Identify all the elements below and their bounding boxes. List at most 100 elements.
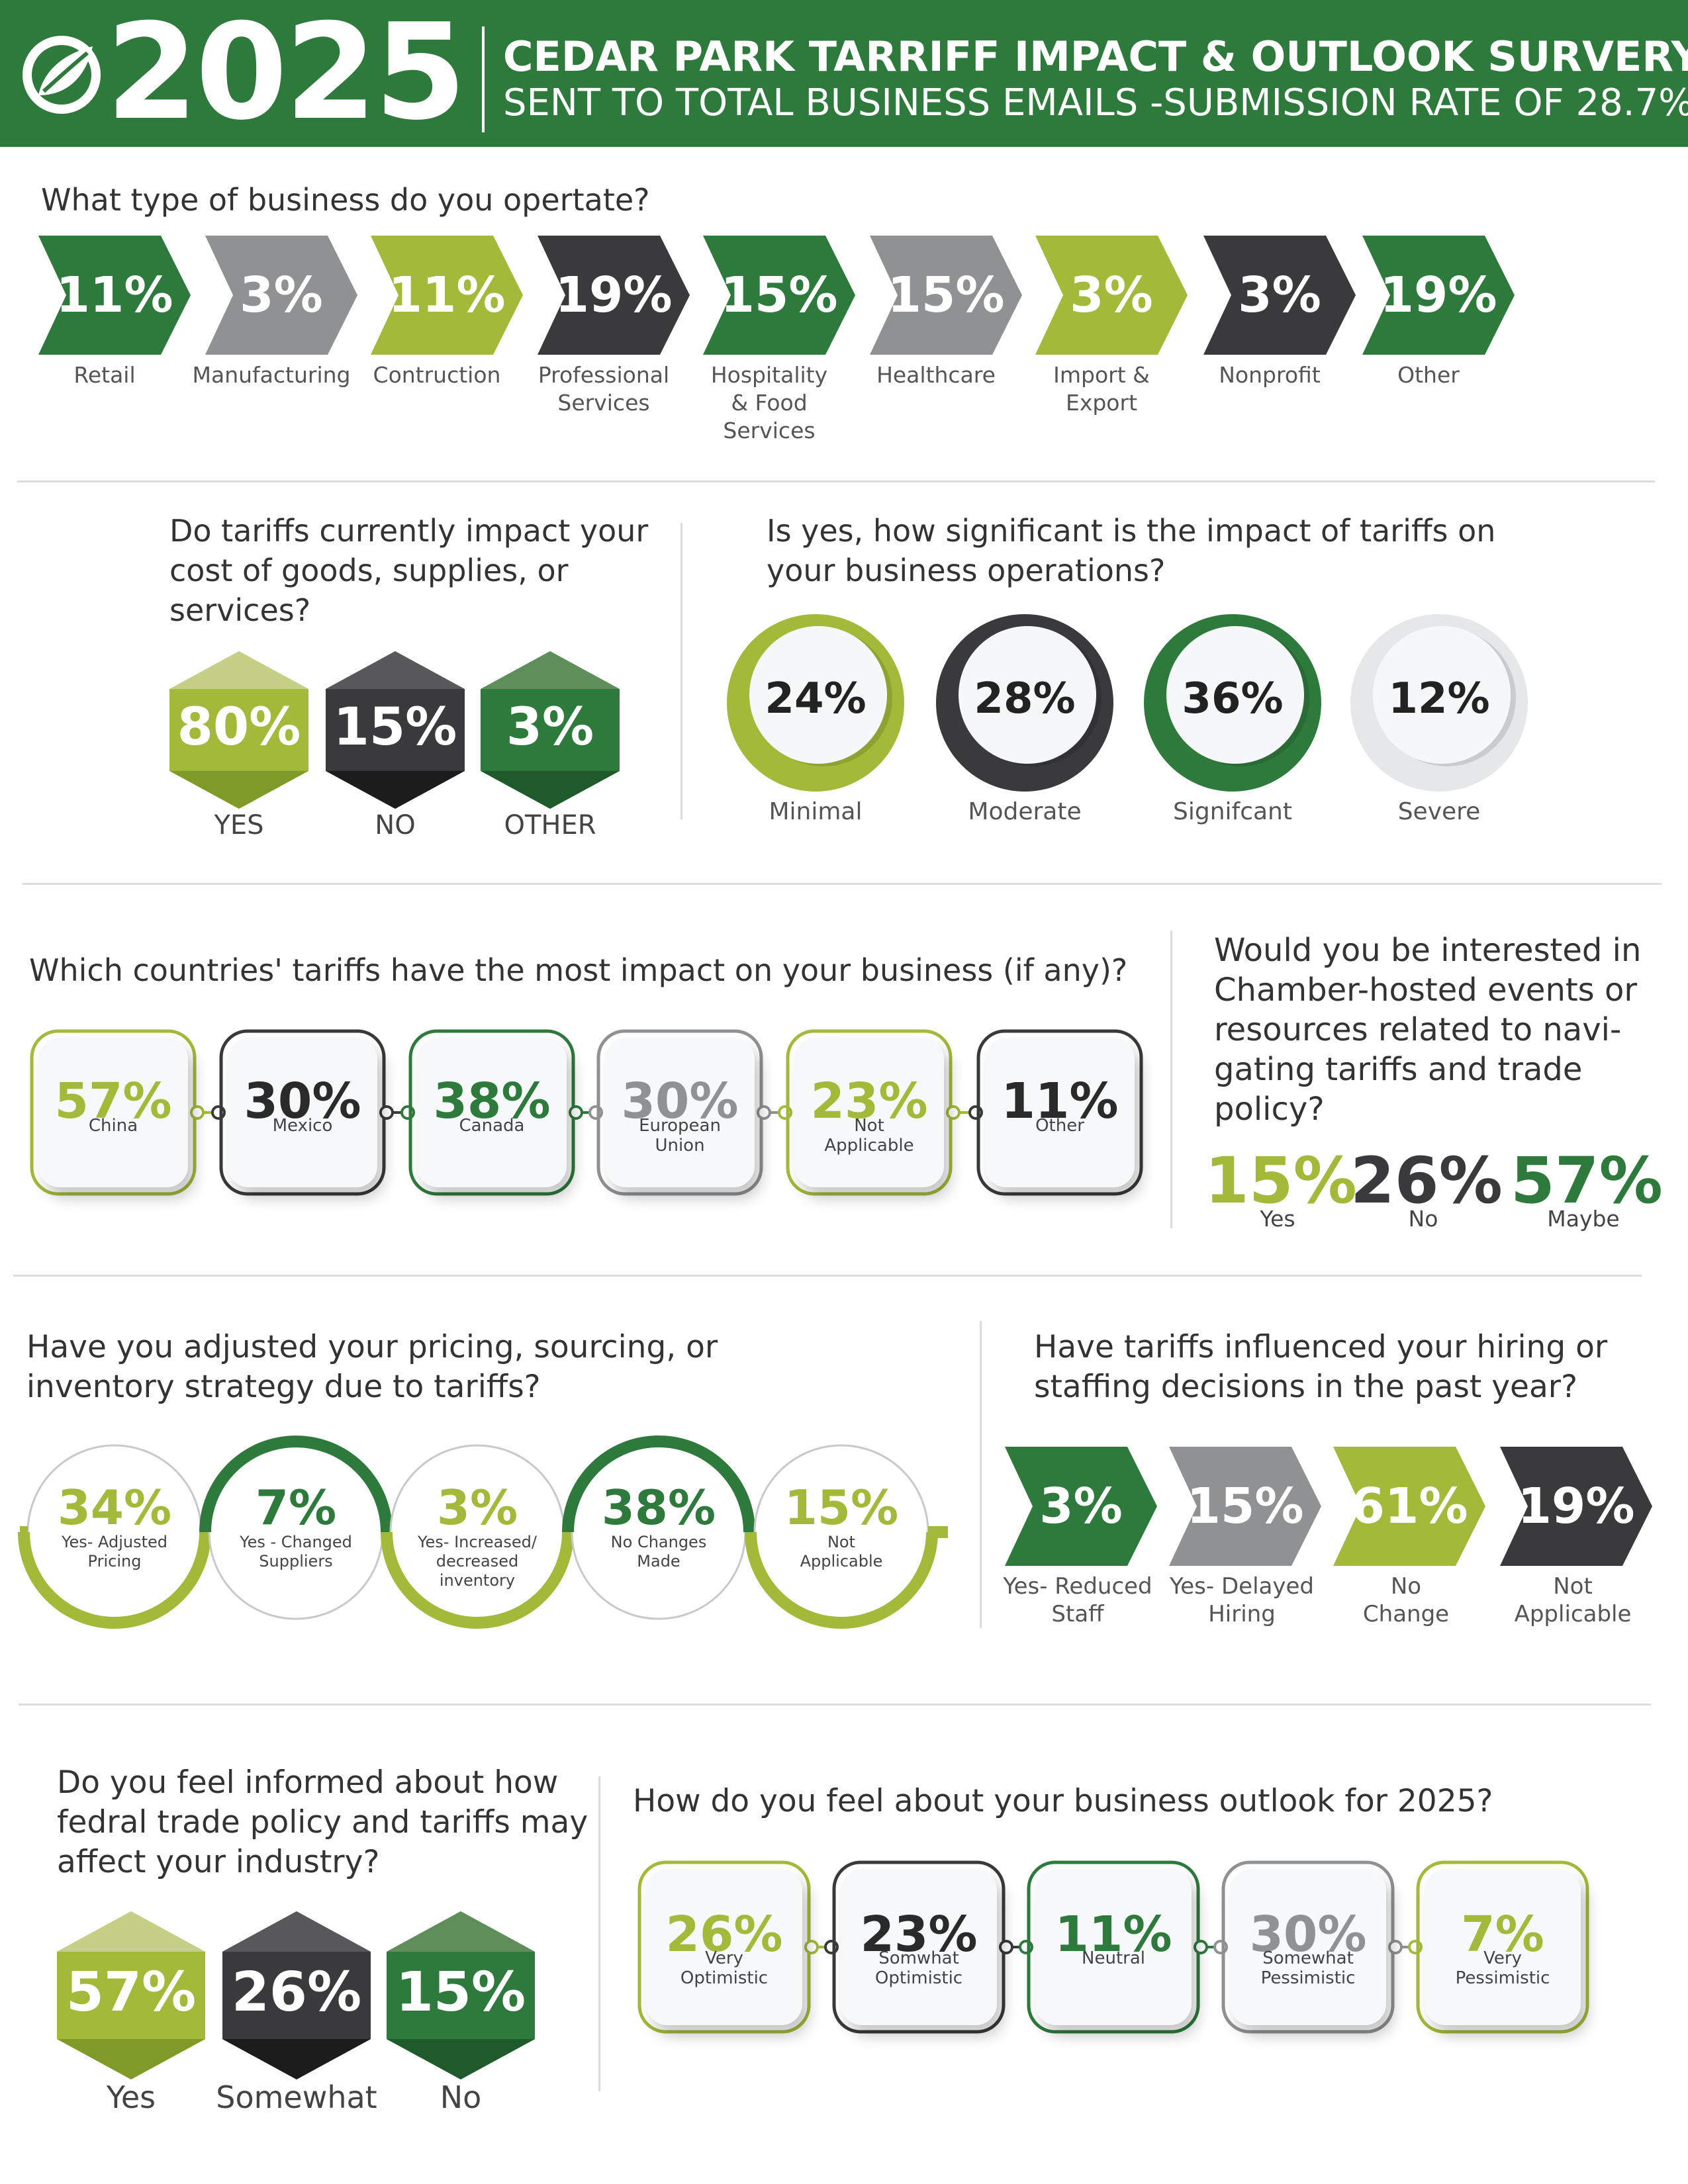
strategy-value: 34%	[57, 1480, 172, 1535]
cost-label: NO	[375, 810, 416, 841]
countries-card-frame	[976, 1029, 1143, 1196]
countries-value: 11%	[1001, 1073, 1119, 1130]
ring-shape-icon	[1144, 614, 1321, 792]
significance-ring-moderate: 28%	[935, 613, 1115, 793]
business-type-label: Import & Export	[1053, 362, 1150, 416]
outlook-connector-dot	[804, 1940, 819, 1954]
countries-question: Which countries' tariffs have the most i…	[29, 952, 1128, 988]
countries-value: 38%	[433, 1073, 551, 1130]
outlook-card-very-optimistic: 26% Very Optimistic	[646, 1869, 802, 2025]
business-type-question: What type of business do you opertate?	[41, 182, 650, 218]
outlook-card-neutral: 11% Neutral	[1035, 1869, 1192, 2025]
ring-shape-icon	[727, 614, 904, 792]
significance-question: Is yes, how significant is the impact of…	[767, 513, 1496, 588]
informed-value: 57%	[66, 1961, 197, 2025]
header-banner: 2025 CEDAR PARK TARRIFF IMPACT & OUTLOOK…	[0, 0, 1688, 147]
outlook-label: Somewhat Pessimistic	[1260, 1948, 1356, 1989]
countries-value: 23%	[810, 1073, 928, 1130]
cost-hexagon-no: 15%	[326, 651, 465, 809]
countries-label: China	[88, 1115, 138, 1136]
hiring-chevron-not-applicable: 19%	[1500, 1447, 1652, 1566]
business-type-label: Healthcare	[876, 362, 996, 388]
hiring-value: 15%	[1186, 1478, 1304, 1535]
informed-label: Yes	[106, 2079, 156, 2115]
business-type-label: Professional Services	[538, 362, 670, 416]
events-label: Maybe	[1547, 1206, 1620, 1232]
informed-value: 15%	[395, 1961, 526, 2025]
chevron-shape-icon	[1500, 1447, 1652, 1566]
strategy-label: Yes - Changed Suppliers	[240, 1533, 352, 1570]
strategy-value: 3%	[436, 1480, 518, 1535]
outlook-connector-dot	[999, 1940, 1013, 1954]
chevron-shape-icon	[870, 236, 1022, 355]
countries-label: European Union	[639, 1115, 721, 1156]
vertical-divider	[680, 523, 682, 819]
chevron-shape-icon	[1169, 1447, 1321, 1566]
business-type-value: 11%	[388, 267, 506, 324]
hiring-value: 19%	[1517, 1478, 1635, 1535]
cost-label: OTHER	[504, 810, 596, 841]
business-type-label: Retail	[73, 362, 136, 388]
business-type-value: 3%	[240, 267, 323, 324]
informed-hexagon-no: 15%	[387, 1911, 535, 2079]
strategy-circle-yes-changed-suppliers: 7% Yes - Changed Suppliers	[209, 1445, 383, 1619]
business-type-label: Nonprofit	[1219, 362, 1321, 388]
strategy-highlight-arc	[18, 1531, 211, 1629]
strategy-circle-yes-increased-decreased-inventory: 3% Yes- Increased/ decreased inventory	[391, 1445, 564, 1619]
chevron-shape-icon	[1333, 1447, 1485, 1566]
outlook-card-very-pessimistic: 7% Very Pessimistic	[1425, 1869, 1581, 2025]
business-type-chevron-professional-services: 19%	[538, 236, 690, 355]
events-label: No	[1408, 1206, 1438, 1232]
countries-card-china: 57% China	[38, 1038, 188, 1187]
hiring-chevron-no-change: 61%	[1333, 1447, 1485, 1566]
hiring-value: 61%	[1350, 1478, 1468, 1535]
cost-impact-question: Do tariffs currently impact your cost of…	[169, 513, 649, 628]
cost-value: 3%	[506, 697, 594, 757]
business-type-chevron-import-export: 3%	[1035, 236, 1188, 355]
hiring-chevron-yes-reduced-staff: 3%	[1005, 1447, 1157, 1566]
outlook-label: Very Optimistic	[680, 1948, 769, 1989]
informed-hexagon-yes: 57%	[57, 1911, 205, 2079]
hiring-value: 3%	[1039, 1478, 1123, 1535]
significance-label: Minimal	[769, 798, 863, 825]
significance-value: 12%	[1388, 674, 1490, 723]
outlook-connector-dot	[1194, 1940, 1208, 1954]
countries-card-mexico: 30% Mexico	[228, 1038, 377, 1187]
outlook-label: Somwhat Optimistic	[874, 1948, 963, 1989]
outlook-value: 30%	[1249, 1905, 1367, 1963]
countries-label: Other	[1035, 1115, 1084, 1136]
header-divider	[482, 26, 485, 132]
strategy-circle-no-changes-made: 38% No Changes Made	[572, 1445, 745, 1619]
business-type-label: Contruction	[373, 362, 501, 388]
strategy-label: Yes- Increased/ decreased inventory	[418, 1533, 537, 1590]
business-type-chevron-nonprofit: 3%	[1203, 236, 1356, 355]
countries-connector-dot	[190, 1105, 205, 1120]
countries-card-not-applicable: 23% Not Applicable	[794, 1038, 944, 1187]
outlook-connector-dot	[1388, 1940, 1403, 1954]
hexagon-shape-icon	[169, 651, 308, 809]
countries-card-canada: 38% Canada	[417, 1038, 567, 1187]
cost-value: 15%	[333, 697, 457, 757]
outlook-label: Very Pessimistic	[1455, 1948, 1550, 1989]
significance-ring-minimal: 24%	[726, 613, 906, 793]
cost-value: 80%	[177, 697, 301, 757]
chevron-shape-icon	[205, 236, 357, 355]
strategy-label: Not Applicable	[800, 1533, 883, 1570]
hexagon-shape-icon	[326, 651, 465, 809]
hexagon-shape-icon	[481, 651, 620, 809]
chevron-shape-icon	[1005, 1447, 1157, 1566]
strategy-highlight-arc	[562, 1435, 755, 1533]
informed-question: Do you feel informed about how fedral tr…	[57, 1764, 588, 1880]
chevron-shape-icon	[371, 236, 523, 355]
strategy-label: No Changes Made	[610, 1533, 707, 1570]
countries-connector-dot	[757, 1105, 771, 1120]
informed-value: 26%	[231, 1961, 362, 2025]
hiring-label: No Change	[1362, 1573, 1450, 1627]
strategy-value: 7%	[255, 1480, 337, 1535]
significance-label: Signifcant	[1173, 798, 1292, 825]
strategy-label: Yes- Adjusted Pricing	[61, 1533, 168, 1570]
informed-hexagon-somewhat: 26%	[222, 1911, 371, 2079]
chevron-shape-icon	[1203, 236, 1356, 355]
hiring-question: Have tariffs influenced your hiring or s…	[1034, 1329, 1608, 1405]
chevron-shape-icon	[38, 236, 191, 355]
